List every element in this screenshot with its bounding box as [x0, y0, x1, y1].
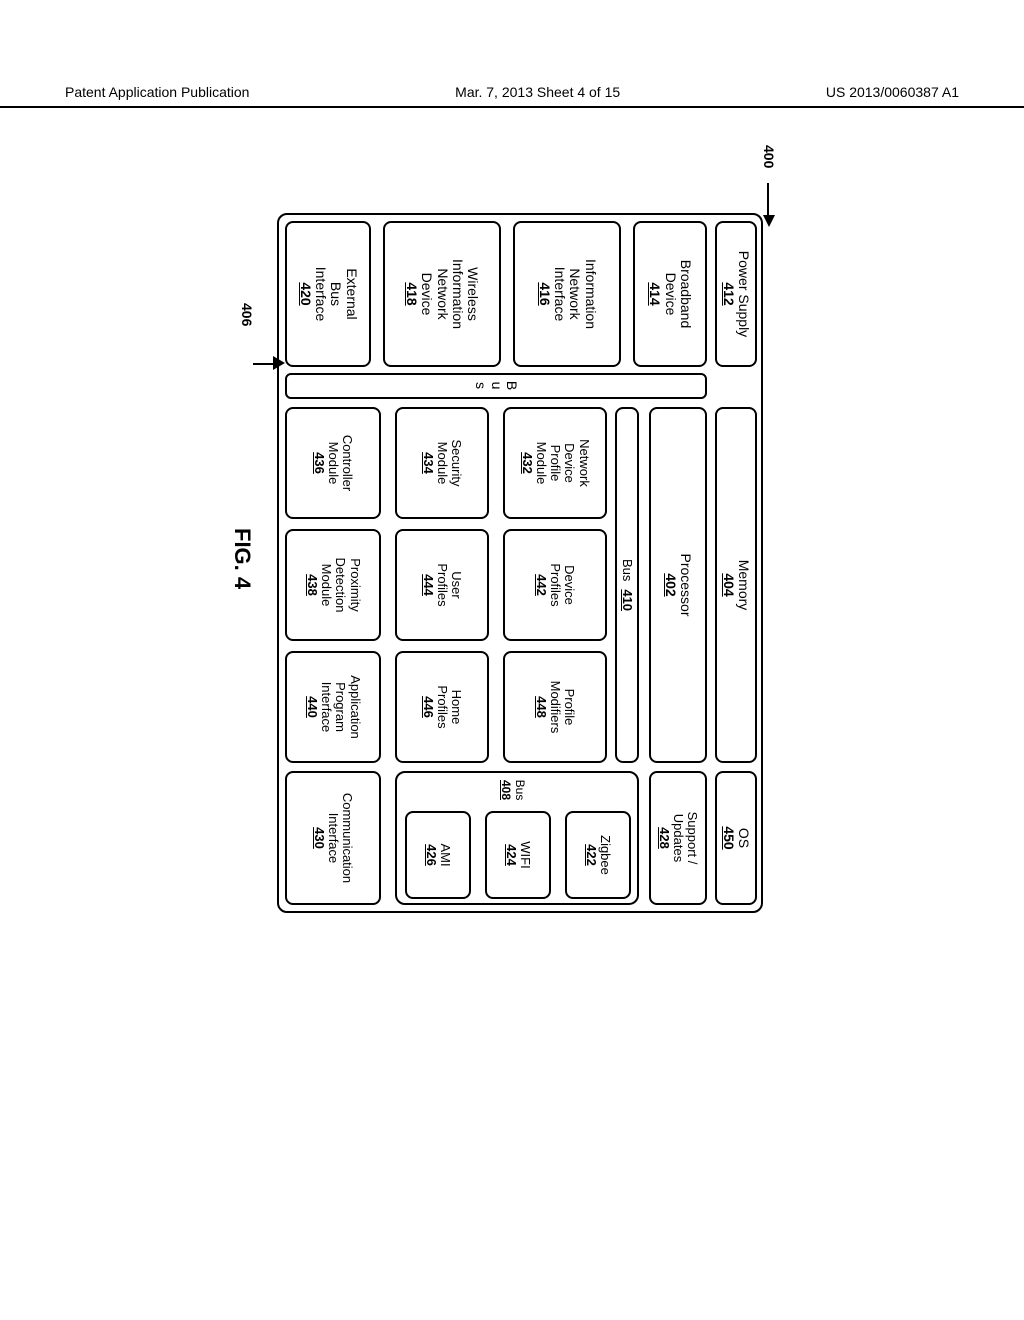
security-module-box: Security Module 434: [395, 407, 489, 519]
home-profiles-label: Home Profiles: [434, 685, 463, 728]
external-bus-interface-box: External Bus Interface 420: [285, 221, 371, 367]
memory-label: Memory: [736, 559, 751, 610]
diagram-rotated: 400 Power Supply 412 Broadband Device 41…: [243, 213, 763, 913]
info-network-interface-ref: 416: [536, 282, 551, 305]
bus-410-ref: 410: [619, 589, 633, 611]
wireless-info-network-device-label: Wireless Information Network Device: [418, 258, 480, 328]
page-header: Patent Application Publication Mar. 7, 2…: [0, 84, 1024, 108]
ref-406-arrow-icon: [273, 356, 285, 370]
broadband-device-ref: 414: [646, 282, 661, 305]
ref-400-arrow-icon: [763, 215, 775, 227]
user-profiles-ref: 444: [420, 574, 434, 596]
header-mid: Mar. 7, 2013 Sheet 4 of 15: [455, 84, 620, 100]
header-left: Patent Application Publication: [65, 84, 249, 100]
info-network-interface-box: Information Network Interface 416: [513, 221, 621, 367]
security-module-label: Security Module: [434, 439, 463, 486]
communication-interface-box: Communication Interface 430: [285, 771, 381, 905]
network-device-profile-module-box: Network Device Profile Module 432: [503, 407, 607, 519]
ami-box: AMI 426: [405, 811, 471, 899]
device-profiles-box: Device Profiles 442: [503, 529, 607, 641]
zigbee-box: Zigbee 422: [565, 811, 631, 899]
bus-408-ref: 408: [499, 779, 513, 799]
user-profiles-box: User Profiles 444: [395, 529, 489, 641]
power-supply-box: Power Supply 412: [715, 221, 757, 367]
home-profiles-ref: 446: [420, 696, 434, 718]
power-supply-label: Power Supply: [736, 250, 751, 336]
wireless-info-network-device-box: Wireless Information Network Device 418: [383, 221, 501, 367]
os-label: OS: [736, 827, 751, 847]
zigbee-label: Zigbee: [598, 835, 612, 875]
header-right: US 2013/0060387 A1: [826, 84, 959, 100]
wireless-info-network-device-ref: 418: [403, 282, 418, 305]
processor-ref: 402: [662, 573, 677, 596]
zigbee-ref: 422: [583, 844, 597, 866]
broadband-device-box: Broadband Device 414: [633, 221, 707, 367]
security-module-ref: 434: [420, 452, 434, 474]
broadband-device-label: Broadband Device: [662, 259, 693, 328]
support-updates-ref: 428: [656, 827, 670, 849]
external-bus-interface-label: External Bus Interface: [312, 266, 358, 320]
controller-module-box: Controller Module 436: [285, 407, 381, 519]
ref-400-line: [767, 183, 769, 217]
api-ref: 440: [304, 696, 318, 718]
proximity-detection-module-label: Proximity Detection Module: [318, 557, 361, 612]
info-network-interface-label: Information Network Interface: [551, 258, 597, 328]
bus-410-label: Bus: [619, 558, 633, 580]
home-profiles-box: Home Profiles 446: [395, 651, 489, 763]
processor-label: Processor: [678, 553, 693, 616]
profile-modifiers-label: Profile Modifiers: [547, 680, 576, 733]
bus-408-caption: Bus 408: [499, 775, 527, 805]
communication-interface-label: Communication Interface: [325, 792, 354, 882]
ref-400: 400: [761, 145, 777, 168]
profile-modifiers-ref: 448: [533, 696, 547, 718]
page: Patent Application Publication Mar. 7, 2…: [0, 0, 1024, 1320]
ndpm-ref: 432: [519, 452, 533, 474]
ndpm-label: Network Device Profile Module: [533, 439, 590, 487]
bus-408-label: Bus: [513, 779, 527, 800]
ref-406: 406: [239, 303, 255, 326]
proximity-detection-module-box: Proximity Detection Module 438: [285, 529, 381, 641]
vertical-bus-label: B u s: [472, 380, 518, 390]
vertical-bus-box: B u s: [285, 373, 707, 399]
power-supply-ref: 412: [720, 282, 735, 305]
os-box: OS 450: [715, 771, 757, 905]
os-ref: 450: [720, 826, 735, 849]
support-updates-box: Support / Updates 428: [649, 771, 707, 905]
proximity-detection-module-ref: 438: [304, 574, 318, 596]
device-profiles-label: Device Profiles: [547, 563, 576, 606]
api-box: Application Program Interface 440: [285, 651, 381, 763]
memory-ref: 404: [720, 573, 735, 596]
api-label: Application Program Interface: [318, 675, 361, 739]
memory-box: Memory 404: [715, 407, 757, 763]
ami-label: AMI: [438, 843, 452, 866]
controller-module-label: Controller Module: [325, 434, 354, 490]
wifi-box: WIFI 424: [485, 811, 551, 899]
wifi-label: WIFI: [518, 841, 532, 868]
figure-caption: FIG. 4: [229, 528, 255, 589]
external-bus-interface-ref: 420: [297, 282, 312, 305]
communication-interface-ref: 430: [311, 827, 325, 849]
ami-ref: 426: [423, 844, 437, 866]
controller-module-ref: 436: [311, 452, 325, 474]
user-profiles-label: User Profiles: [434, 563, 463, 606]
processor-box: Processor 402: [649, 407, 707, 763]
profile-modifiers-box: Profile Modifiers 448: [503, 651, 607, 763]
diagram-canvas: 400 Power Supply 412 Broadband Device 41…: [235, 295, 770, 830]
device-profiles-ref: 442: [533, 574, 547, 596]
wifi-ref: 424: [503, 844, 517, 866]
support-updates-label: Support / Updates: [670, 811, 699, 864]
bus-410-box: Bus 410: [615, 407, 639, 763]
